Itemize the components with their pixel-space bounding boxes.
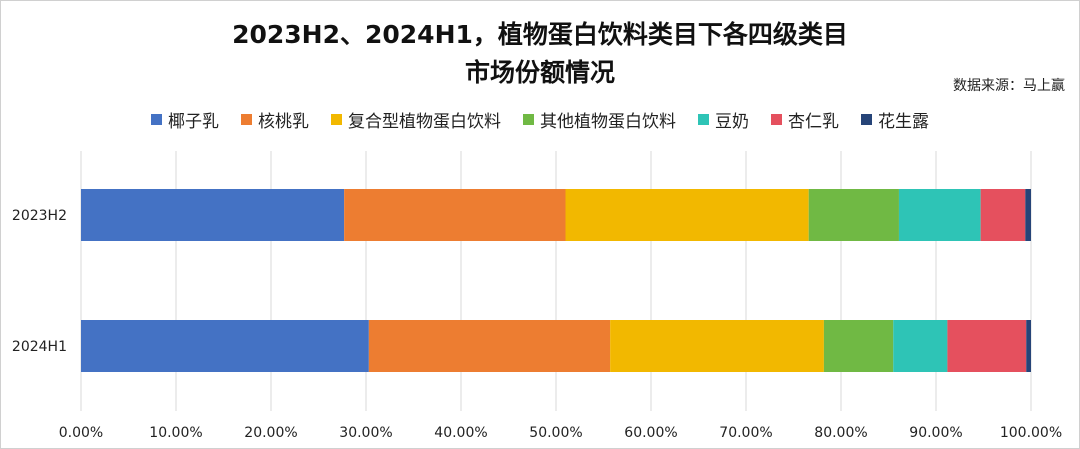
- bar-segment: [808, 189, 899, 241]
- legend-swatch: [861, 114, 872, 125]
- bar-segment: [947, 320, 1027, 372]
- legend-label: 杏仁乳: [788, 112, 839, 132]
- bar-segment: [898, 189, 981, 241]
- legend-swatch: [771, 114, 782, 125]
- legend-swatch: [331, 114, 342, 125]
- x-tick-label: 0.00%: [59, 425, 103, 441]
- bar-segment: [823, 320, 894, 372]
- x-tick-label: 50.00%: [529, 425, 582, 441]
- legend-label: 其他植物蛋白饮料: [540, 112, 676, 132]
- bar-segment: [344, 189, 566, 241]
- bar-segment: [1026, 320, 1031, 372]
- chart-legend: 椰子乳 核桃乳 复合型植物蛋白饮料 其他植物蛋白饮料 豆奶 杏仁乳 花生露: [1, 107, 1079, 132]
- bar-segment: [1025, 189, 1031, 241]
- legend-item: 豆奶: [698, 107, 749, 132]
- bar-segment: [893, 320, 948, 372]
- y-category-label: 2023H2: [12, 208, 67, 224]
- x-tick-label: 40.00%: [434, 425, 487, 441]
- x-tick-label: 90.00%: [909, 425, 962, 441]
- bar-segment: [610, 320, 824, 372]
- legend-label: 核桃乳: [258, 112, 309, 132]
- x-tick-label: 10.00%: [149, 425, 202, 441]
- x-tick-label: 20.00%: [244, 425, 297, 441]
- legend-item: 其他植物蛋白饮料: [523, 107, 676, 132]
- legend-label: 椰子乳: [168, 112, 219, 132]
- bar-segment: [565, 189, 809, 241]
- bar-segment: [980, 189, 1026, 241]
- x-tick-label: 60.00%: [624, 425, 677, 441]
- source-note: 数据来源：马上赢: [953, 78, 1065, 94]
- legend-swatch: [151, 114, 162, 125]
- legend-label: 花生露: [878, 112, 929, 132]
- x-tick-label: 100.00%: [1000, 425, 1062, 441]
- chart-title-line2: 市场份额情况: [464, 58, 615, 87]
- legend-item: 核桃乳: [241, 107, 309, 132]
- legend-item: 花生露: [861, 107, 929, 132]
- legend-item: 复合型植物蛋白饮料: [331, 107, 501, 132]
- x-tick-label: 30.00%: [339, 425, 392, 441]
- legend-swatch: [523, 114, 534, 125]
- legend-item: 杏仁乳: [771, 107, 839, 132]
- legend-label: 复合型植物蛋白饮料: [348, 112, 501, 132]
- bar-segment: [81, 189, 345, 241]
- bar-segment: [81, 320, 369, 372]
- legend-item: 椰子乳: [151, 107, 219, 132]
- legend-swatch: [241, 114, 252, 125]
- legend-label: 豆奶: [715, 112, 749, 132]
- chart-title-line1: 2023H2、2024H1，植物蛋白饮料类目下各四级类目: [232, 20, 848, 49]
- y-category-label: 2024H1: [12, 339, 67, 355]
- x-tick-label: 80.00%: [814, 425, 867, 441]
- legend-swatch: [698, 114, 709, 125]
- bar-segment: [368, 320, 611, 372]
- x-tick-label: 70.00%: [719, 425, 772, 441]
